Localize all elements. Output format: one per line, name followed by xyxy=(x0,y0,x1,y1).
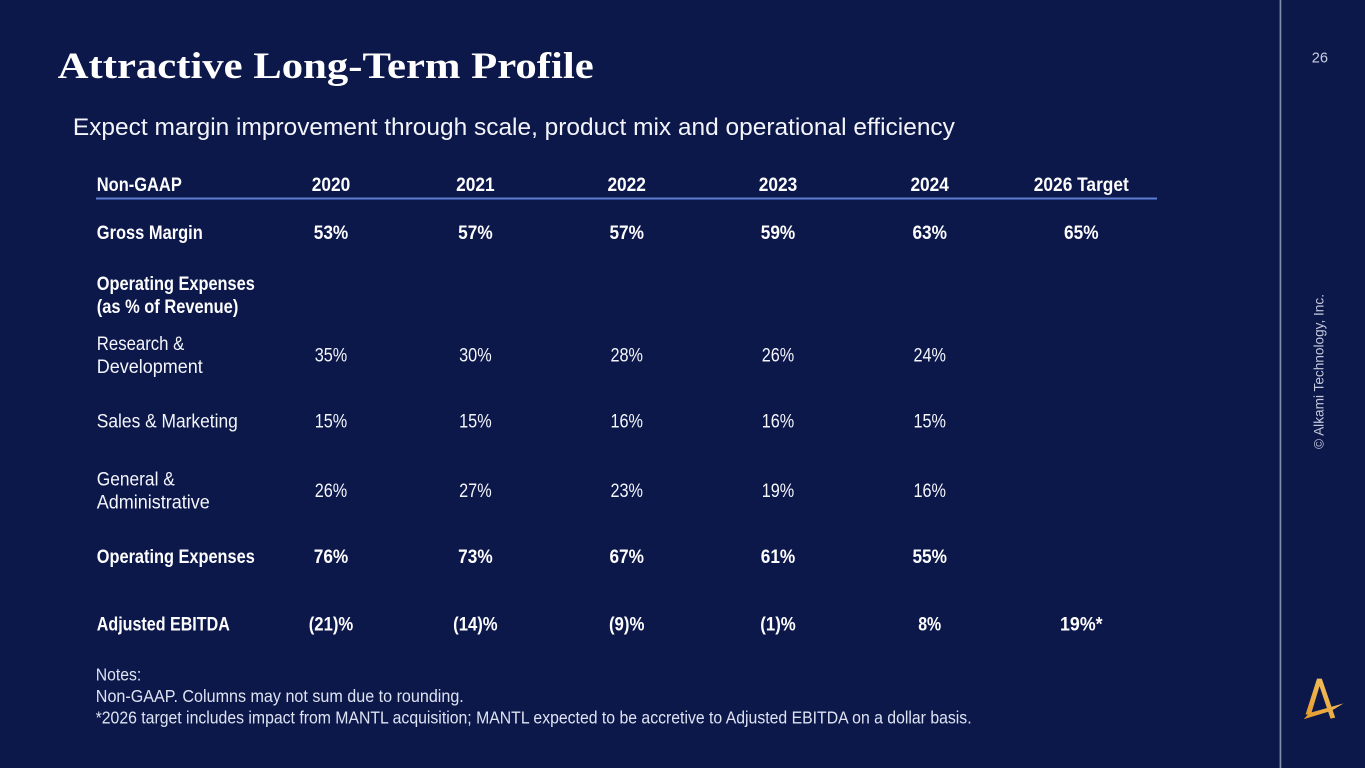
svg-text:15%: 15% xyxy=(913,412,946,433)
svg-text:26%: 26% xyxy=(315,481,348,502)
svg-text:Administrative: Administrative xyxy=(97,493,210,514)
svg-text:Expect margin improvement thro: Expect margin improvement through scale,… xyxy=(73,114,956,141)
svg-text:2021: 2021 xyxy=(456,174,495,196)
svg-text:61%: 61% xyxy=(761,546,796,568)
svg-text:19%*: 19%* xyxy=(1060,613,1103,635)
svg-text:76%: 76% xyxy=(314,546,349,568)
svg-text:Attractive Long-Term Profile: Attractive Long-Term Profile xyxy=(58,46,594,87)
svg-text:(1)%: (1)% xyxy=(760,613,796,635)
svg-text:Operating Expenses: Operating Expenses xyxy=(97,546,255,568)
svg-text:General &: General & xyxy=(97,469,175,490)
svg-text:15%: 15% xyxy=(315,412,348,433)
svg-text:57%: 57% xyxy=(609,222,644,244)
svg-text:2026 Target: 2026 Target xyxy=(1034,174,1129,196)
svg-text:Gross Margin: Gross Margin xyxy=(97,222,203,244)
svg-text:(as % of Revenue): (as % of Revenue) xyxy=(97,296,239,318)
svg-text:(21)%: (21)% xyxy=(309,613,354,635)
svg-text:27%: 27% xyxy=(459,481,492,502)
svg-text:73%: 73% xyxy=(458,546,493,568)
svg-text:Adjusted EBITDA: Adjusted EBITDA xyxy=(97,613,230,635)
svg-text:2023: 2023 xyxy=(759,174,798,196)
svg-text:© Alkami Technology, Inc.: © Alkami Technology, Inc. xyxy=(1311,294,1327,449)
svg-text:26%: 26% xyxy=(762,345,795,366)
svg-text:67%: 67% xyxy=(609,546,644,568)
svg-text:24%: 24% xyxy=(913,345,946,366)
svg-text:23%: 23% xyxy=(610,481,643,502)
svg-text:Operating Expenses: Operating Expenses xyxy=(97,273,255,295)
svg-text:30%: 30% xyxy=(459,345,492,366)
svg-text:57%: 57% xyxy=(458,222,493,244)
svg-text:35%: 35% xyxy=(315,345,348,366)
svg-text:Non-GAAP. Columns may not sum: Non-GAAP. Columns may not sum due to rou… xyxy=(96,687,464,706)
svg-text:63%: 63% xyxy=(912,222,947,244)
svg-text:Notes:: Notes: xyxy=(96,666,142,685)
svg-text:28%: 28% xyxy=(610,345,643,366)
svg-text:16%: 16% xyxy=(610,412,643,433)
svg-text:59%: 59% xyxy=(761,222,796,244)
svg-text:15%: 15% xyxy=(459,412,492,433)
svg-text:Development: Development xyxy=(97,357,204,378)
svg-text:2024: 2024 xyxy=(910,174,949,196)
svg-text:2020: 2020 xyxy=(312,174,351,196)
svg-text:16%: 16% xyxy=(762,412,795,433)
svg-text:26: 26 xyxy=(1312,51,1328,67)
svg-text:53%: 53% xyxy=(314,222,349,244)
svg-text:Research &: Research & xyxy=(97,334,185,355)
svg-text:55%: 55% xyxy=(912,546,947,568)
svg-text:Non-GAAP: Non-GAAP xyxy=(97,174,182,196)
svg-text:(9)%: (9)% xyxy=(609,613,645,635)
svg-text:8%: 8% xyxy=(918,613,941,635)
svg-text:16%: 16% xyxy=(913,481,946,502)
svg-text:Sales & Marketing: Sales & Marketing xyxy=(97,412,238,433)
svg-text:65%: 65% xyxy=(1064,222,1099,244)
svg-text:(14)%: (14)% xyxy=(453,613,498,635)
svg-text:2022: 2022 xyxy=(607,174,646,196)
svg-text:*2026 target includes impact f: *2026 target includes impact from MANTL … xyxy=(96,708,972,727)
svg-text:19%: 19% xyxy=(762,481,795,502)
